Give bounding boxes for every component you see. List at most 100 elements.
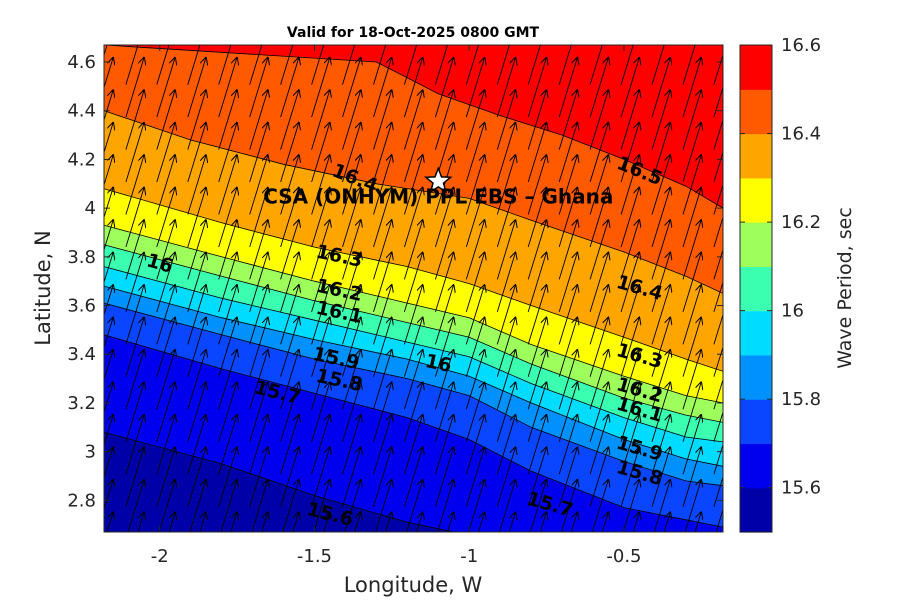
wave-arrow [713,443,723,475]
wave-arrow [496,58,515,118]
wave-arrow [403,447,422,507]
wave-arrow [187,220,206,280]
wave-arrow [156,188,175,248]
x-tick-label: -1.5 [297,546,332,567]
wave-arrow [249,58,268,118]
wave-arrow [651,383,670,442]
wave-arrow [496,123,515,183]
x-tick-label: -0.5 [606,546,641,567]
wave-arrow [682,350,701,410]
wave-arrow [682,447,701,507]
colorbar-segment [740,310,772,356]
wave-arrow [620,220,639,280]
wave-arrow [589,58,608,118]
wave-arrow [651,188,670,248]
wave-arrow [373,155,392,215]
colorbar-segment [740,354,772,400]
wave-arrow [713,183,723,215]
wave-arrow [558,383,577,442]
y-tick-label: 3.4 [67,344,96,365]
wave-arrow [682,285,701,345]
wave-arrow [342,45,356,85]
wave-arrow [218,45,232,85]
wave-arrow [527,350,546,410]
wave-arrow [249,253,268,313]
wave-arrow [496,90,515,150]
wave-arrow [663,512,670,532]
wave-arrow [403,58,422,118]
wave-arrow [104,58,113,89]
wave-arrow [280,447,299,507]
wave-arrow [682,220,701,280]
wave-arrow [651,90,670,150]
wave-arrow [682,90,701,150]
wave-arrow [651,447,670,507]
wave-arrow [589,188,608,248]
wave-arrow [434,285,453,345]
wave-arrow [465,155,484,215]
wave-arrow [529,480,546,532]
wave-arrow [403,45,418,85]
wave-arrow [125,123,144,183]
wave-arrow [125,188,144,248]
wave-arrow [589,383,608,442]
wave-arrow [187,447,206,507]
wave-arrow [311,90,330,150]
wave-arrow [342,155,361,215]
colorbar-tick-label: 16.4 [781,124,821,145]
wave-arrow [620,188,639,248]
wave-arrow [292,512,299,532]
wave-arrow [218,155,237,215]
wave-arrow [280,220,299,280]
wave-arrow [682,58,701,118]
wave-arrow [403,415,422,475]
contour-line-16.5 [104,45,723,209]
wave-arrow [125,58,144,118]
wave-arrow [187,318,206,377]
wave-arrow [403,285,422,345]
wave-arrow [684,480,701,532]
wave-arrow [156,220,175,280]
wave-arrow [527,447,546,507]
wave-arrow [682,415,701,475]
wave-arrow [125,45,139,85]
wave-arrow [373,188,392,248]
wave-arrow [620,253,639,313]
colorbar-segment [740,222,772,267]
wave-arrow [137,512,144,532]
wave-arrow [713,410,723,442]
plot-frame [103,44,724,533]
wave-arrow [156,350,175,410]
wave-arrow [496,45,510,85]
wave-arrow [125,253,144,313]
wave-arrow [199,512,206,532]
colorbar-tick-label: 15.8 [781,389,821,410]
wave-arrow [496,253,515,313]
wave-arrow [251,480,268,532]
wave-arrow [589,45,603,85]
x-tick-label: -2 [151,546,169,567]
wave-arrow [344,480,361,532]
y-tick-label: 3.6 [67,296,96,317]
wave-arrow [220,480,237,532]
wave-arrow [651,123,670,183]
colorbar-frame [739,44,773,533]
wave-arrow [127,480,144,532]
wave-arrow [311,45,325,85]
wave-arrow [342,447,361,507]
wave-arrow [496,415,515,475]
wave-arrow [713,280,723,313]
wave-arrow [249,447,268,507]
wave-arrow [496,220,515,280]
wave-arrow [403,155,422,215]
wave-arrow [589,253,608,313]
wave-arrow [218,188,237,248]
wave-arrow [465,383,484,442]
wave-arrow [496,350,515,410]
wave-arrow [373,350,392,410]
wave-arrow [539,512,546,532]
wave-arrow [104,350,113,382]
y-tick-label: 4.4 [67,101,96,122]
wave-arrow [620,415,639,475]
wave-arrow [434,58,453,118]
